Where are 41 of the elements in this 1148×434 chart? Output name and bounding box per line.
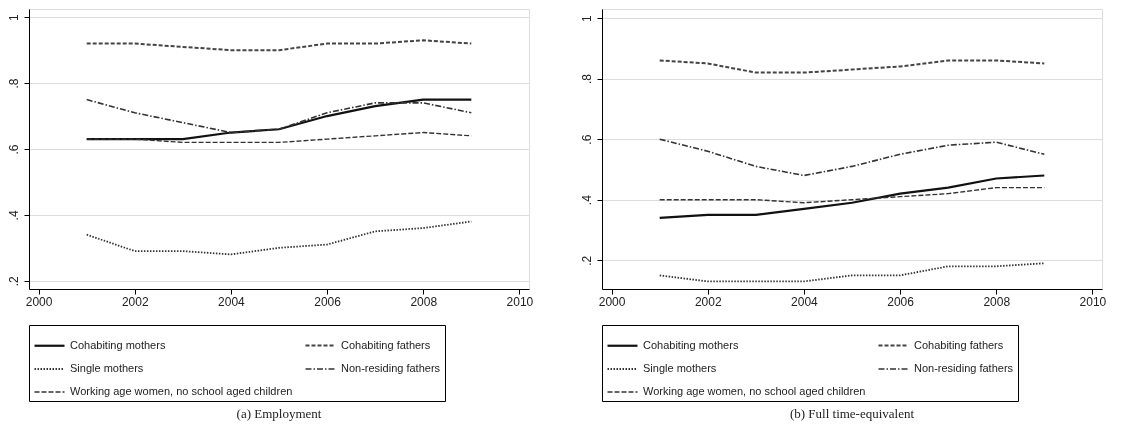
y-tick-label: .2: [6, 275, 21, 287]
y-tick-label: 1: [579, 14, 594, 22]
x-tick-label: 2000: [25, 294, 53, 309]
legend-label: Working age women, no school aged children: [70, 385, 293, 397]
x-tick-label: 2010: [1079, 294, 1107, 309]
line-series: [658, 59, 1046, 74]
x-tick-label: 2004: [218, 294, 246, 309]
line-series: [85, 98, 473, 134]
line-series: [658, 262, 1046, 283]
y-tick-label: .8: [6, 78, 21, 89]
y-tick-label: 1: [6, 14, 21, 22]
line-series: [85, 39, 473, 52]
x-tick-label: 2000: [598, 294, 626, 309]
y-tick-label: .4: [6, 210, 21, 221]
text: (a) Employment: [236, 405, 322, 421]
x-tick-label: 2002: [121, 294, 149, 309]
legend-label: Working age women, no school aged children: [643, 385, 866, 397]
y-tick-label: .6: [6, 144, 21, 155]
x-tick-label: 2006: [887, 294, 915, 309]
y-tick-label: .8: [579, 73, 594, 85]
legend-label: Cohabiting mothers: [643, 338, 739, 351]
x-tick-label: 2008: [983, 294, 1011, 309]
line-series: [658, 174, 1046, 219]
legend-label: Cohabiting fathers: [341, 338, 431, 351]
x-tick-label: 2002: [694, 294, 722, 309]
legend-label: Single mothers: [643, 362, 717, 374]
legend-label: Single mothers: [70, 362, 144, 374]
x-tick-label: 2004: [791, 294, 819, 309]
x-tick-label: 2008: [410, 294, 438, 309]
legend-label: Cohabiting mothers: [70, 338, 166, 351]
legend-label: Non-residing fathers: [341, 362, 441, 374]
text: (b) Full time-equivalent: [789, 405, 915, 421]
y-tick-label: .4: [579, 194, 594, 206]
line-series: [85, 220, 473, 256]
y-tick-label: .6: [579, 134, 594, 145]
y-tick-label: .2: [579, 255, 594, 266]
line-series: [658, 138, 1046, 177]
x-tick-label: 2010: [506, 294, 534, 309]
legend-label: Non-residing fathers: [914, 362, 1014, 374]
x-tick-label: 2006: [314, 294, 342, 309]
legend-label: Cohabiting fathers: [914, 338, 1004, 351]
